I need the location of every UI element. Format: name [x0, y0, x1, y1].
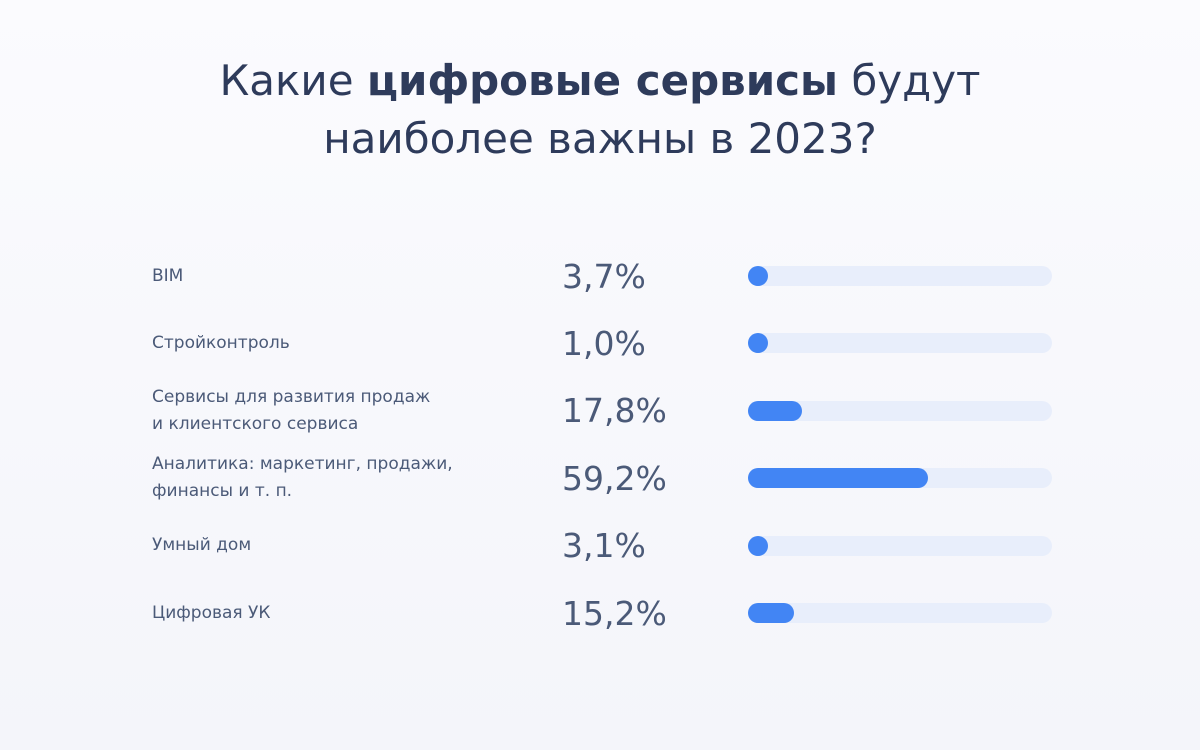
title-part: будут наиболее важны в 2023? — [323, 56, 981, 163]
bar-row: BIM 3,7% — [0, 242, 1200, 310]
bar-track — [748, 535, 1052, 556]
bar — [748, 266, 768, 286]
bar-track — [748, 603, 1052, 623]
category-label: Цифровая УК — [152, 602, 271, 623]
title-part: цифровые сервисы — [366, 56, 839, 105]
category-label: Умный дом — [152, 535, 252, 556]
bar-row: Умный дом 3,1% — [0, 512, 1200, 580]
bar-track — [748, 266, 1052, 286]
bar — [748, 603, 795, 623]
category-label: BIM — [152, 265, 184, 286]
bar — [748, 468, 928, 489]
category-label: Аналитика: маркетинг, продажи, финансы и… — [152, 454, 453, 502]
value-label: 59,2% — [562, 458, 667, 498]
title-part: Какие — [219, 56, 354, 105]
bar-track — [748, 400, 1052, 421]
bar — [748, 535, 768, 556]
bar-track — [748, 468, 1052, 489]
value-label: 15,2% — [562, 593, 667, 633]
bar — [748, 400, 803, 421]
value-label: 3,1% — [562, 526, 646, 566]
chart-title: Какие цифровые сервисы будут наиболее ва… — [150, 52, 1050, 168]
value-label: 3,7% — [562, 256, 646, 296]
bar-track — [748, 333, 1052, 354]
category-label: Стройконтроль — [152, 332, 290, 353]
category-label: Сервисы для развития продаж и клиентског… — [152, 386, 431, 434]
bar-row: Стройконтроль 1,0% — [0, 309, 1200, 377]
bar-row: Сервисы для развития продаж и клиентског… — [0, 377, 1200, 445]
bar — [748, 333, 768, 354]
value-label: 17,8% — [562, 391, 667, 431]
bar-row: Цифровая УК 15,2% — [0, 579, 1200, 647]
bar-row: Аналитика: маркетинг, продажи, финансы и… — [0, 444, 1200, 512]
value-label: 1,0% — [562, 323, 646, 363]
